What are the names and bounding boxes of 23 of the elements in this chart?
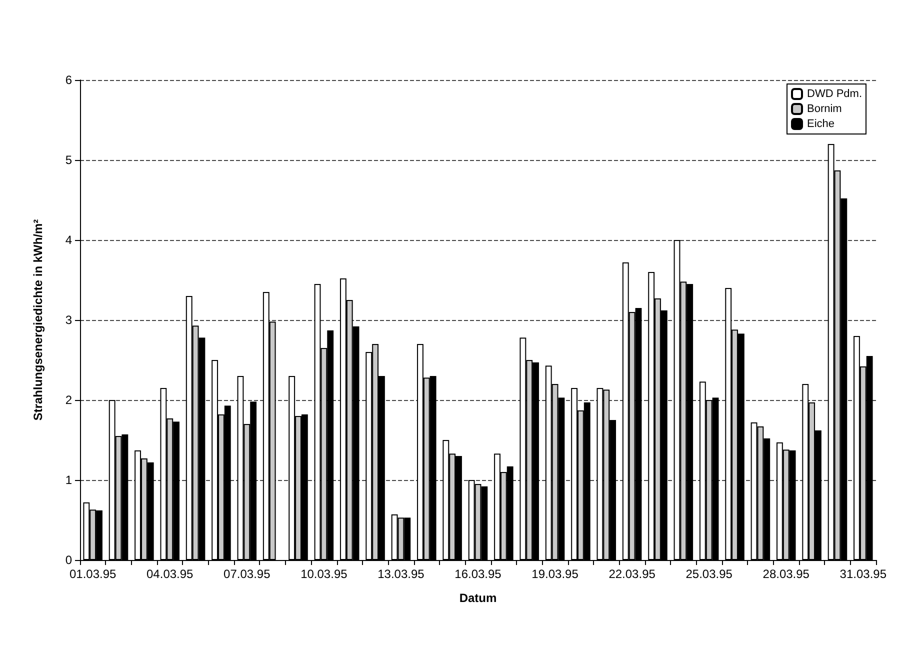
x-tick-label: 13.03.95 — [378, 567, 425, 581]
y-tick-label: 6 — [65, 73, 72, 87]
x-tick-label: 31.03.95 — [840, 567, 887, 581]
legend-label: DWD Pdm. — [807, 88, 862, 100]
x-tick-label: 16.03.95 — [454, 567, 502, 581]
legend-label: Eiche — [807, 118, 835, 130]
x-tick-label: 22.03.95 — [608, 567, 656, 581]
x-tick-label: 25.03.95 — [686, 567, 733, 581]
y-tick-label: 3 — [65, 313, 72, 327]
y-tick-label: 1 — [65, 473, 72, 487]
y-tick-label: 4 — [65, 233, 72, 247]
legend-label: Bornim — [807, 103, 842, 115]
x-tick-label: 04.03.95 — [146, 567, 194, 581]
x-tick-label: 10.03.95 — [300, 567, 348, 581]
y-axis-title: Strahlungsenergiedichte in kWh/m² — [31, 219, 45, 421]
x-axis-title: Datum — [459, 591, 497, 605]
x-tick-label: 19.03.95 — [532, 567, 579, 581]
y-tick-label: 0 — [65, 553, 72, 567]
y-tick-label: 5 — [65, 153, 72, 167]
x-tick-label: 07.03.95 — [224, 567, 271, 581]
x-tick-label: 01.03.95 — [69, 567, 117, 581]
y-tick-label: 2 — [65, 393, 72, 407]
x-tick-label: 28.03.95 — [762, 567, 810, 581]
